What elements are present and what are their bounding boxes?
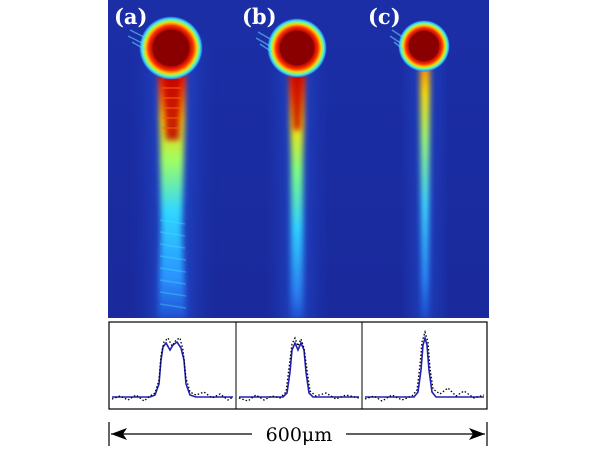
beam-image: (a) (b) (c): [108, 0, 489, 318]
scale-bar: 600μm: [108, 422, 488, 446]
profile-a-fit: [112, 340, 233, 398]
scale-bar-label: 600μm: [266, 424, 333, 446]
panel-label-c: (c): [368, 4, 401, 29]
arrow-left-icon: [111, 428, 127, 440]
profile-b: [238, 336, 360, 402]
beam-a: [127, 16, 203, 318]
profile-plots: [108, 321, 488, 410]
panel-label-a: (a): [114, 4, 147, 29]
beam-b: [255, 18, 327, 318]
profile-b-fit: [239, 340, 359, 398]
profile-c: [364, 329, 485, 402]
panel-label-b: (b): [242, 4, 277, 29]
profile-plot-frame: [108, 321, 488, 410]
profile-a: [111, 336, 234, 402]
profile-c-fit: [365, 335, 484, 398]
profile-c-measured: [364, 329, 485, 402]
beam-c: [389, 20, 450, 318]
arrow-right-icon: [469, 428, 485, 440]
